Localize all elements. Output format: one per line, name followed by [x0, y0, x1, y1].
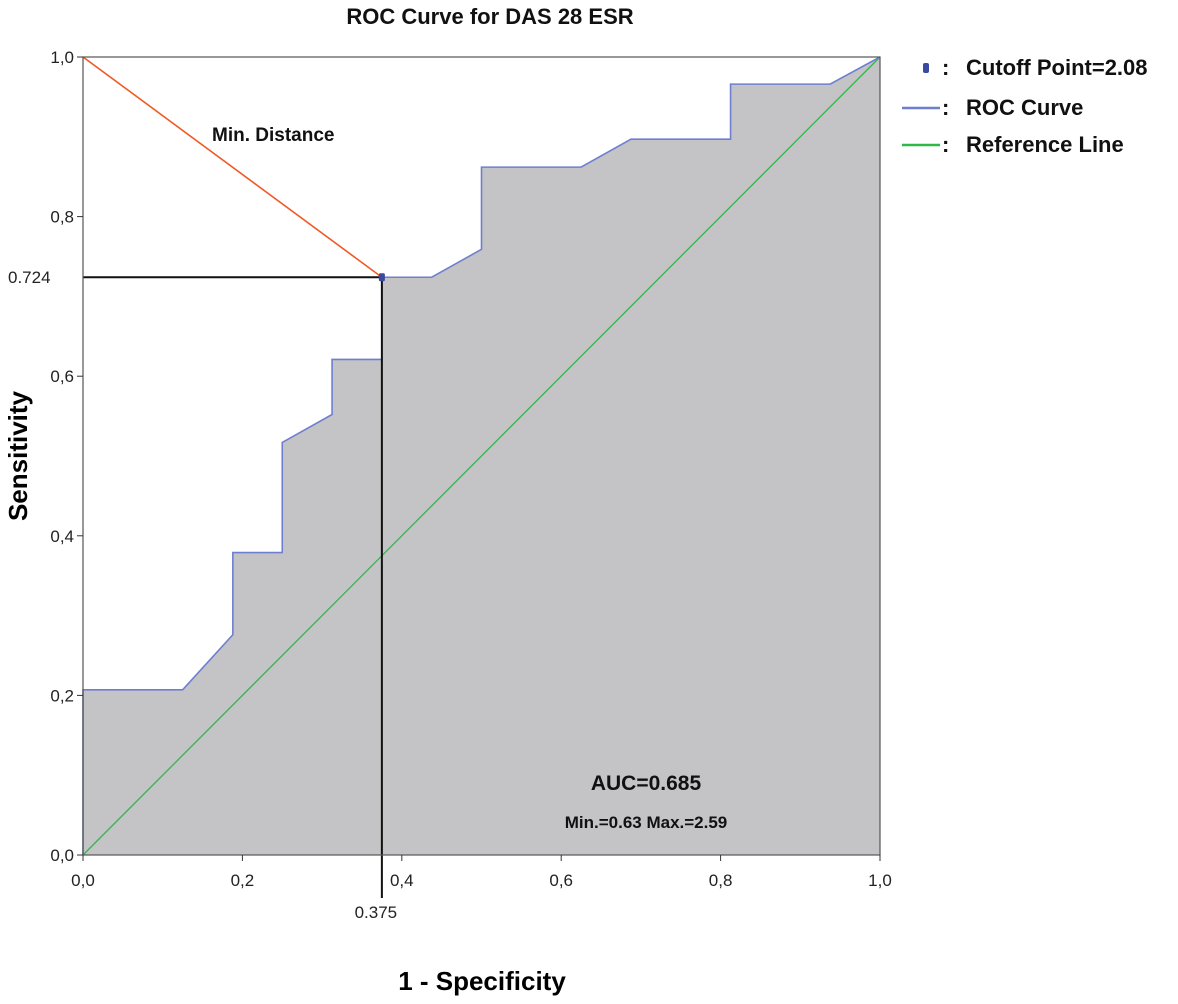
cutoff-x-value-label: 0.375	[355, 903, 398, 922]
y-axis-title: Sensitivity	[3, 390, 33, 521]
x-tick-label: 0,6	[549, 871, 573, 890]
min-max-label: Min.=0.63 Max.=2.59	[565, 813, 728, 832]
x-axis-title: 1 - Specificity	[398, 966, 566, 996]
y-tick-label: 1,0	[50, 48, 74, 67]
x-tick-label: 0,8	[709, 871, 733, 890]
cutoff-y-value-label: 0.724	[8, 268, 51, 287]
legend-entry-label: ROC Curve	[966, 95, 1083, 120]
auc-label: AUC=0.685	[591, 772, 702, 795]
legend-separator: :	[942, 132, 949, 157]
plot-frame	[82, 56, 881, 856]
y-tick-label: 0,0	[50, 846, 74, 865]
legend: : Cutoff Point=2.08: ROC Curve: Reference L…	[902, 55, 1148, 157]
chart-title: ROC Curve for DAS 28 ESR	[346, 4, 633, 29]
y-tick-label: 0,4	[50, 527, 74, 546]
legend-entry-label: Reference Line	[966, 132, 1124, 157]
plot-area: 0,0 0,2 0,4 0,6 0,8 1,0 0,0 0,2 0,4 0,6 0,8 1,0 0.72…	[8, 48, 892, 922]
reference-line	[82, 56, 881, 856]
y-tick-label: 0,8	[50, 208, 74, 227]
y-tick-label: 0,6	[50, 367, 74, 386]
x-tick-label: 0,0	[71, 871, 95, 890]
legend-separator: :	[942, 55, 949, 80]
cutoff-point-marker	[378, 273, 385, 282]
x-tick-label: 1,0	[868, 871, 892, 890]
legend-separator: :	[942, 95, 949, 120]
y-tick-label: 0,2	[50, 686, 74, 705]
legend-entry-label: Cutoff Point=2.08	[966, 55, 1148, 80]
min-distance-line	[82, 56, 383, 278]
legend-cutoff-marker	[923, 63, 929, 73]
x-tick-label: 0,4	[390, 871, 414, 890]
min-distance-label: Min. Distance	[212, 125, 334, 146]
x-tick-label: 0,2	[231, 871, 255, 890]
